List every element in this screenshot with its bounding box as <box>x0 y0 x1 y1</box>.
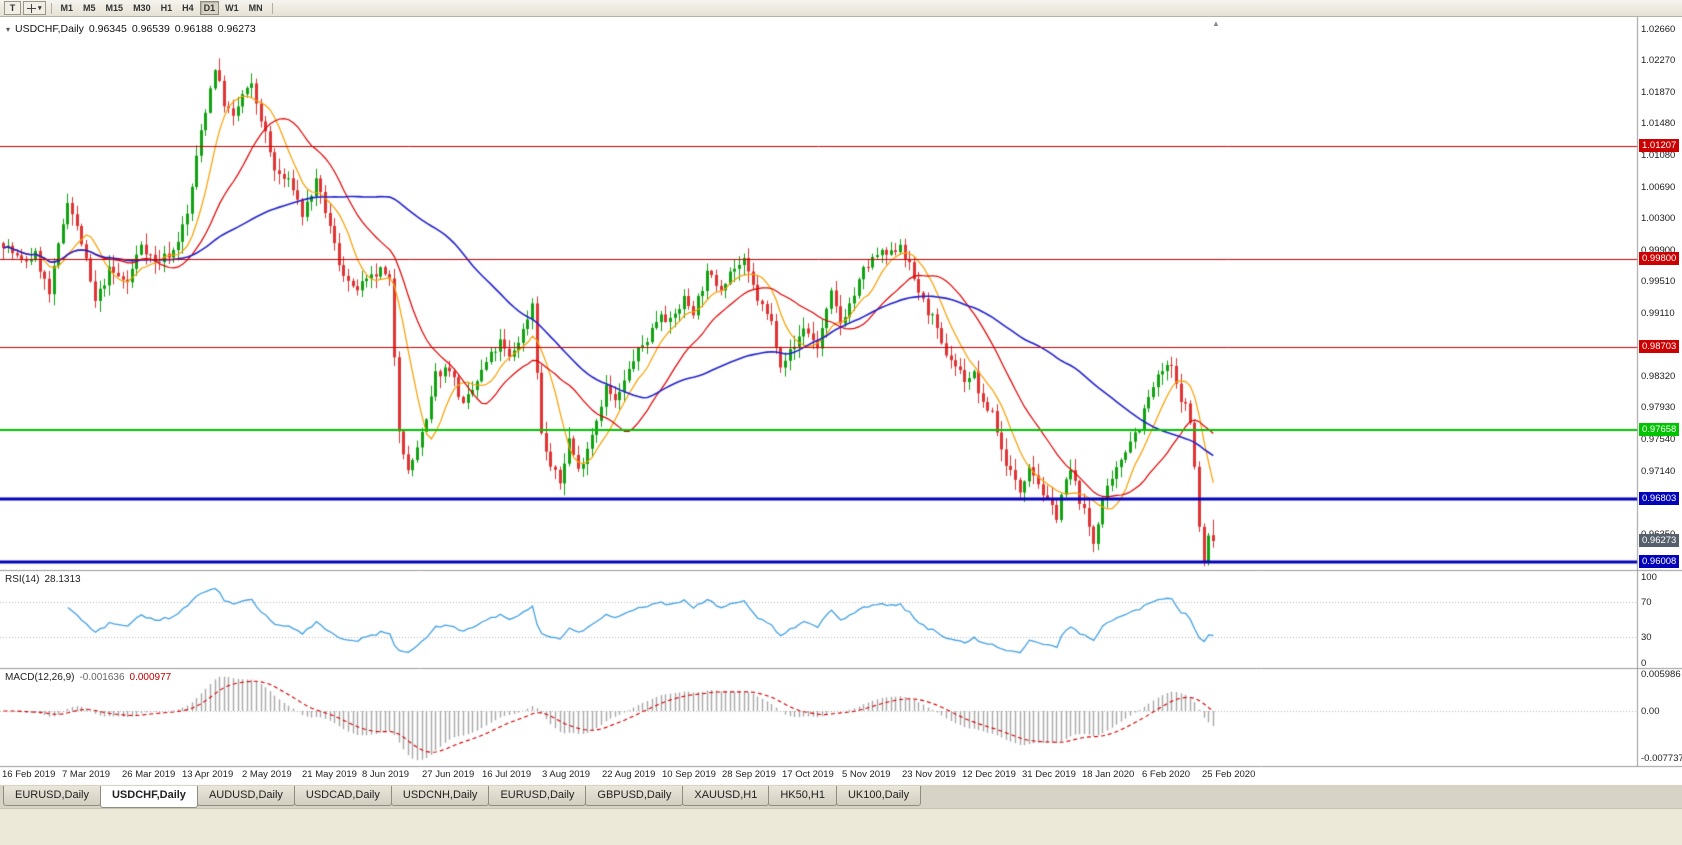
chart-tab-gbpusd-daily[interactable]: GBPUSD,Daily <box>585 786 684 806</box>
chart-tab-usdcad-daily[interactable]: USDCAD,Daily <box>293 786 392 806</box>
timeframe-button-mn[interactable]: MN <box>248 3 263 13</box>
chart-tab-bar: EURUSD,Daily USDCHF,Daily AUDUSD,Daily USDC… <box>0 784 1682 808</box>
dropdown-caret-icon: ▾ <box>38 4 42 12</box>
chart-tab-eurusd-daily[interactable]: EURUSD,Daily <box>3 786 101 806</box>
status-bar <box>0 808 1682 845</box>
crosshair-icon <box>27 3 36 13</box>
timeframe-button-m15[interactable]: M15 <box>105 3 124 13</box>
chart-tab-hk50-h1[interactable]: HK50,H1 <box>768 786 837 806</box>
chart-tab-uk100-daily[interactable]: UK100,Daily <box>835 786 922 806</box>
chart-tab-xauusd-h1[interactable]: XAUUSD,H1 <box>682 786 770 806</box>
chart-tab-usdcnh-daily[interactable]: USDCNH,Daily <box>390 786 490 806</box>
chart-canvas[interactable] <box>0 0 1682 784</box>
crosshair-tool-button[interactable]: ▾ <box>23 1 46 15</box>
top-toolbar: T ▾ M1 M5 M15 M30 H1 H4 D1 W1 MN <box>0 0 1682 17</box>
timeframe-button-d1[interactable]: D1 <box>199 1 220 15</box>
timeframe-button-h1[interactable]: H1 <box>160 3 173 13</box>
chart-tab-eurusd-daily[interactable]: EURUSD,Daily <box>488 786 587 806</box>
timeframe-button-m30[interactable]: M30 <box>133 3 151 13</box>
toolbar-separator <box>50 2 52 14</box>
text-tool-button[interactable]: T <box>4 1 21 15</box>
timeframe-button-w1[interactable]: W1 <box>225 3 239 13</box>
toolbar-separator <box>271 2 273 14</box>
timeframe-button-m5[interactable]: M5 <box>83 3 96 13</box>
timeframe-button-h4[interactable]: H4 <box>182 3 194 13</box>
timeframe-button-m1[interactable]: M1 <box>60 3 74 13</box>
timeframe-buttons: M1 M5 M15 M30 H1 H4 D1 W1 MN <box>56 1 268 15</box>
chart-tab-usdchf-daily[interactable]: USDCHF,Daily <box>99 786 198 808</box>
chart-tab-audusd-daily[interactable]: AUDUSD,Daily <box>196 786 295 806</box>
